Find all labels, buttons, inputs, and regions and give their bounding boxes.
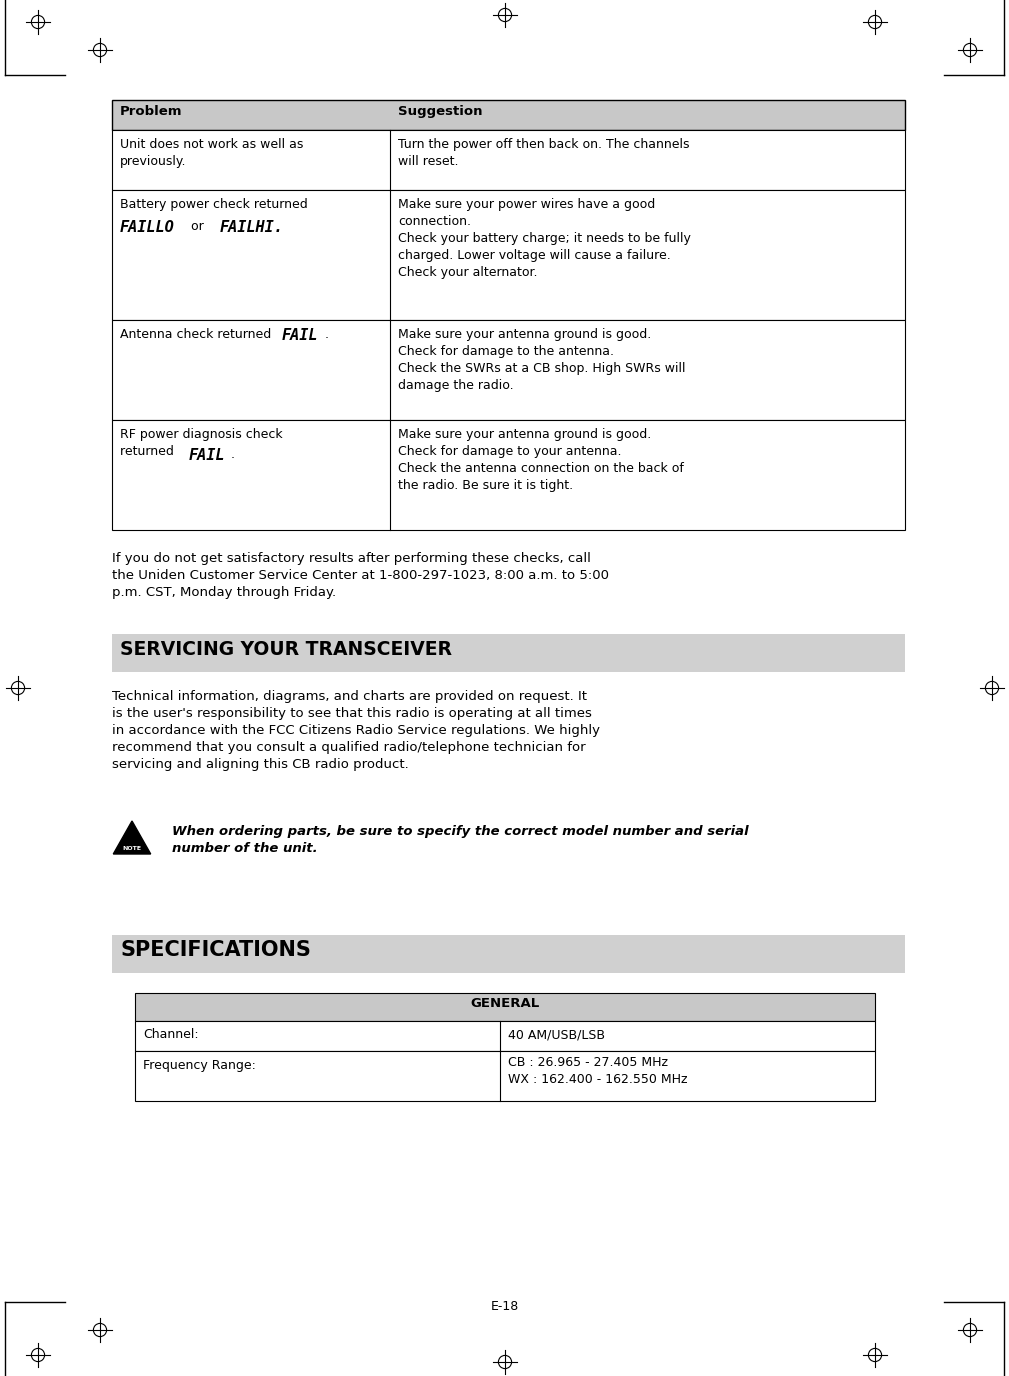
Text: E-18: E-18 [490, 1300, 519, 1313]
Bar [135, 1051, 875, 1101]
Text: Frequency Range:: Frequency Range: [143, 1060, 256, 1072]
Bar [112, 100, 905, 129]
Text: If you do not get satisfactory results after performing these checks, call
the U: If you do not get satisfactory results a… [112, 552, 609, 599]
Text: RF power diagnosis check
returned: RF power diagnosis check returned [120, 428, 283, 458]
Text: FAIL: FAIL [282, 327, 319, 343]
Text: GENERAL: GENERAL [470, 998, 540, 1010]
Text: 40 AM/USB/LSB: 40 AM/USB/LSB [508, 1028, 605, 1042]
Text: Battery power check returned: Battery power check returned [120, 198, 308, 211]
Bar [112, 190, 905, 321]
Text: or: or [187, 220, 208, 233]
Text: Problem: Problem [120, 105, 183, 118]
Text: Make sure your antenna ground is good.
Check for damage to the antenna.
Check th: Make sure your antenna ground is good. C… [398, 327, 685, 392]
Bar [112, 420, 905, 530]
Text: Channel:: Channel: [143, 1028, 199, 1042]
Text: CB : 26.965 - 27.405 MHz
WX : 162.400 - 162.550 MHz: CB : 26.965 - 27.405 MHz WX : 162.400 - … [508, 1055, 687, 1086]
Text: .: . [325, 327, 329, 341]
Text: Turn the power off then back on. The channels
will reset.: Turn the power off then back on. The cha… [398, 138, 689, 168]
Text: FAILLO: FAILLO [120, 220, 175, 235]
Text: Make sure your power wires have a good
connection.
Check your battery charge; it: Make sure your power wires have a good c… [398, 198, 691, 279]
Text: NOTE: NOTE [122, 845, 141, 850]
Bar [112, 321, 905, 420]
Bar [135, 1021, 875, 1051]
Bar [112, 634, 905, 671]
Bar [135, 993, 875, 1021]
Text: Unit does not work as well as
previously.: Unit does not work as well as previously… [120, 138, 304, 168]
Text: .: . [231, 449, 235, 461]
Text: SPECIFICATIONS: SPECIFICATIONS [120, 940, 311, 960]
Bar [112, 936, 905, 973]
Text: Make sure your antenna ground is good.
Check for damage to your antenna.
Check t: Make sure your antenna ground is good. C… [398, 428, 684, 493]
Text: Technical information, diagrams, and charts are provided on request. It
is the u: Technical information, diagrams, and cha… [112, 689, 600, 771]
Bar [112, 129, 905, 190]
Text: FAILHI.: FAILHI. [220, 220, 284, 235]
Text: Antenna check returned: Antenna check returned [120, 327, 275, 341]
Text: FAIL: FAIL [189, 449, 225, 462]
Text: Suggestion: Suggestion [398, 105, 482, 118]
Polygon shape [113, 821, 150, 854]
Text: When ordering parts, be sure to specify the correct model number and serial
numb: When ordering parts, be sure to specify … [172, 826, 749, 854]
Text: SERVICING YOUR TRANSCEIVER: SERVICING YOUR TRANSCEIVER [120, 640, 452, 659]
